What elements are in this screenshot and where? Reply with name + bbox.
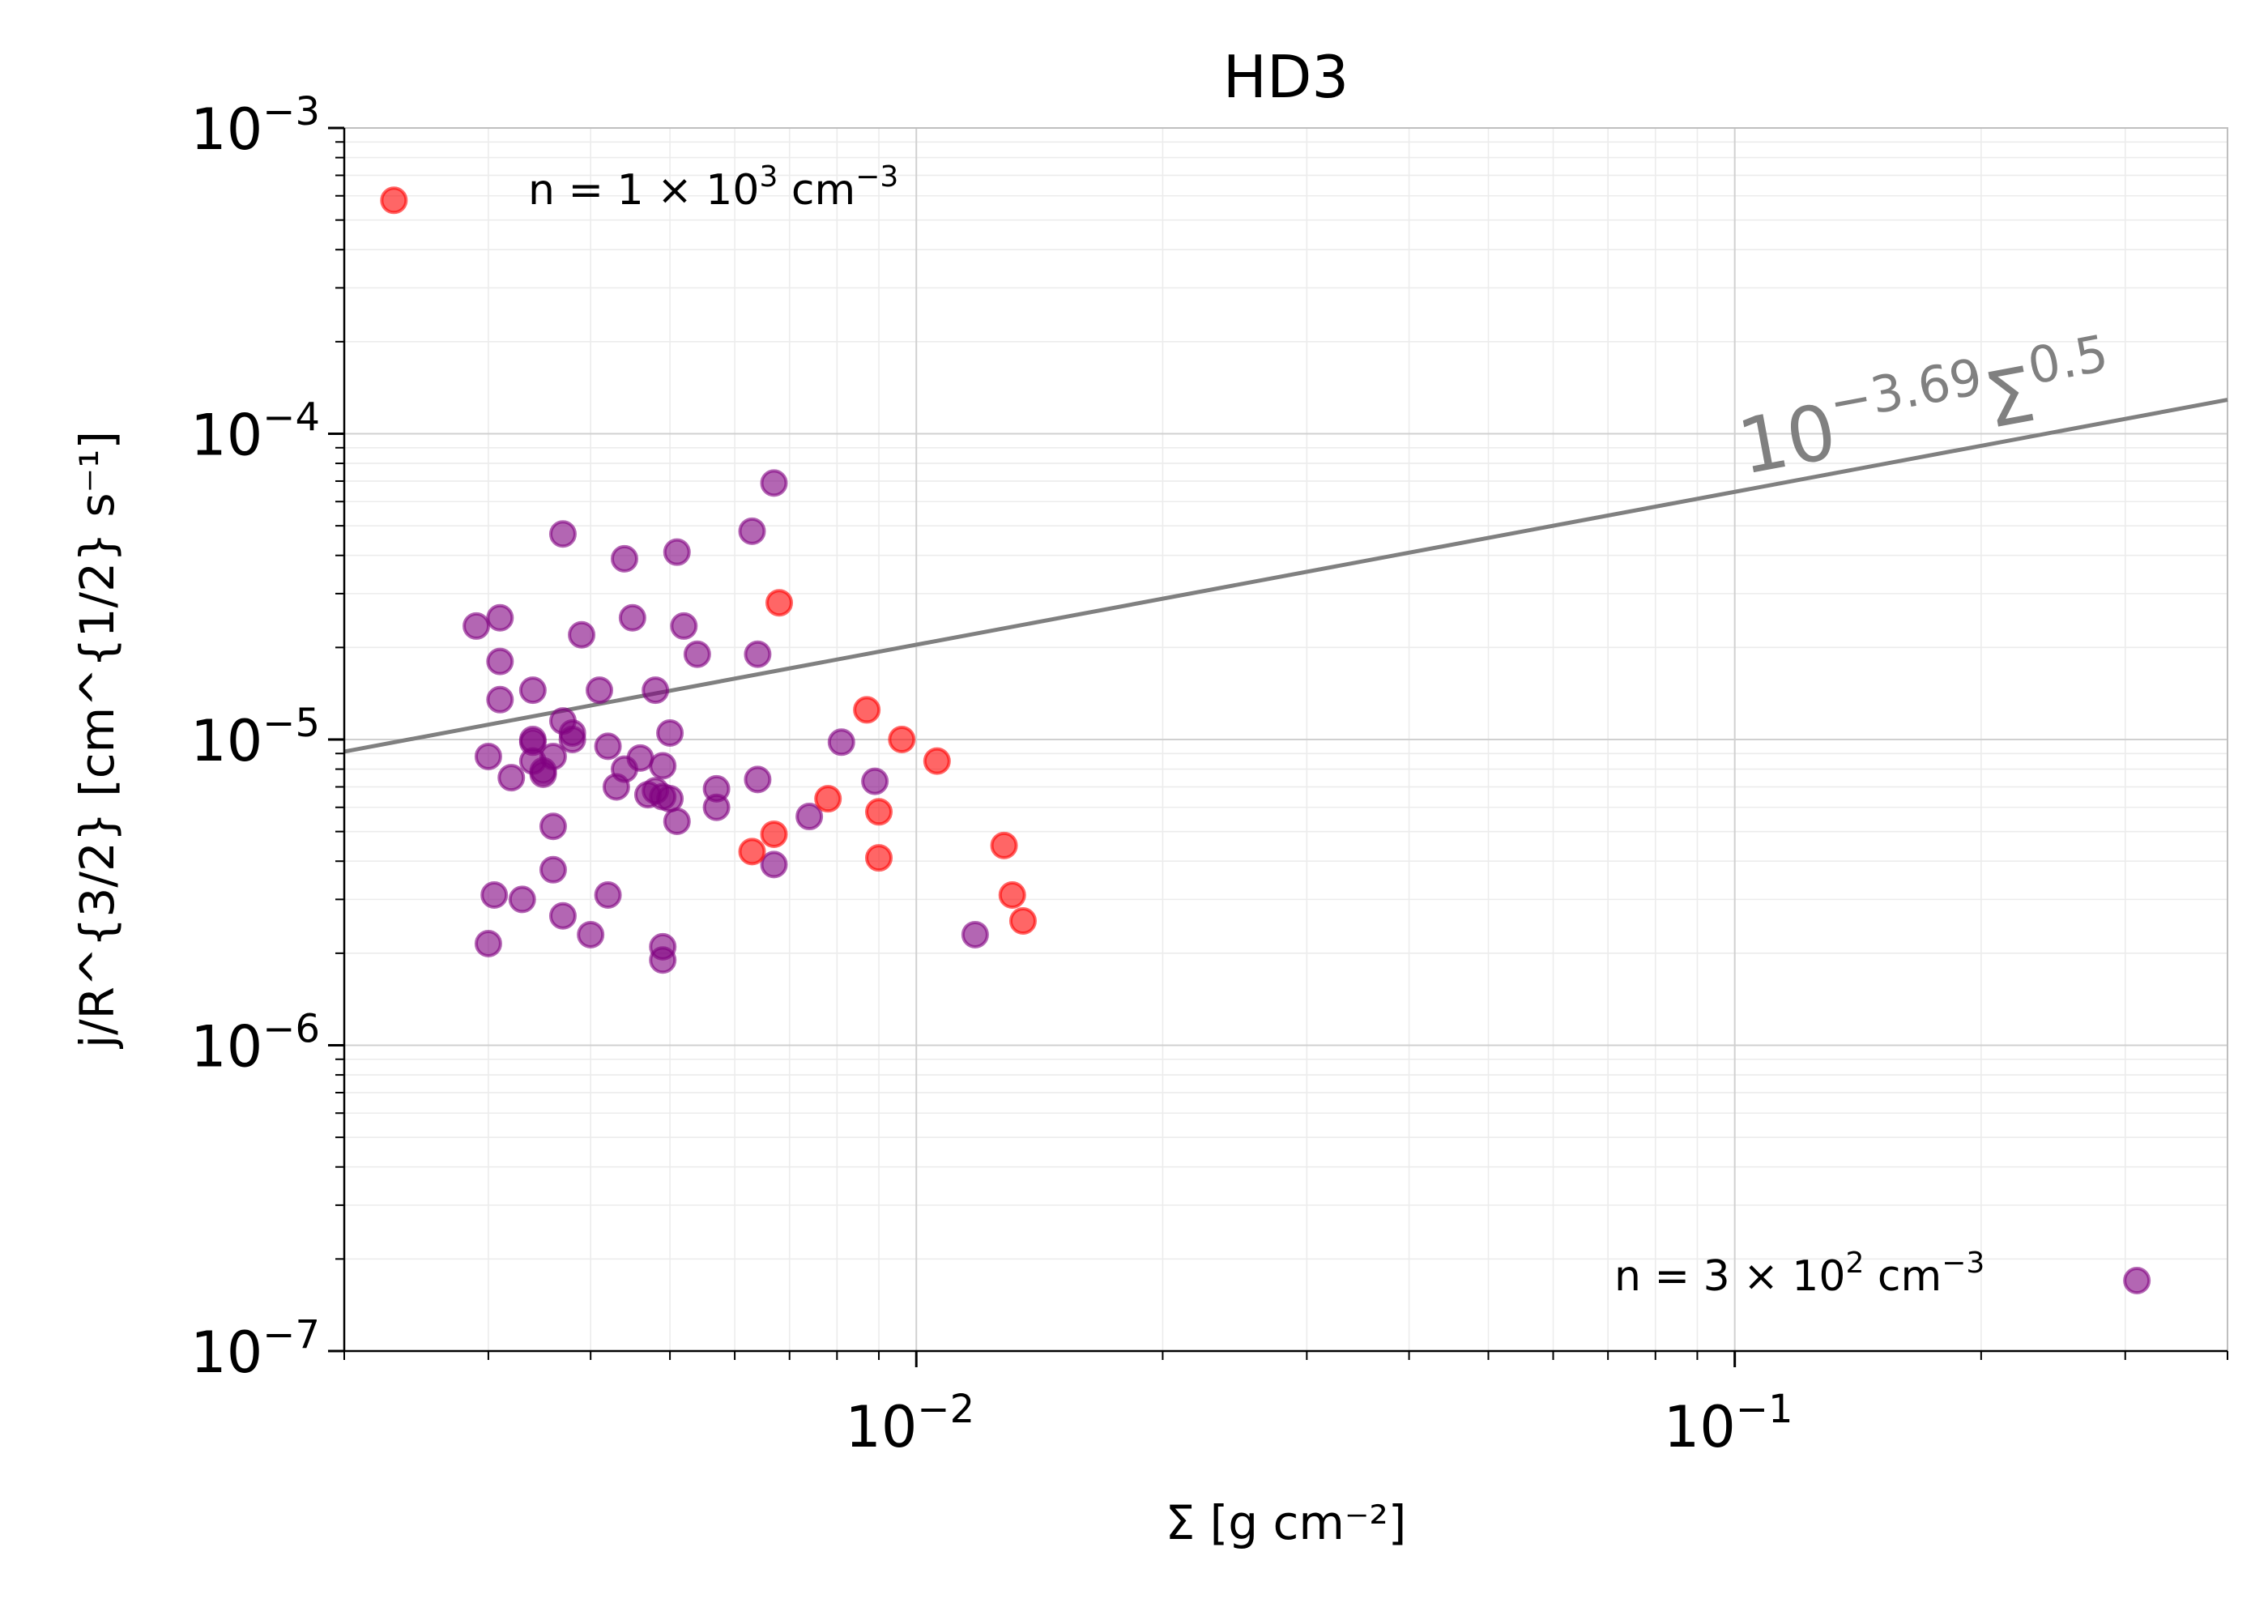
data-point xyxy=(508,885,536,914)
data-point xyxy=(656,785,684,813)
data-point xyxy=(744,765,772,794)
data-point xyxy=(518,676,547,705)
data-point xyxy=(486,685,514,714)
data-point xyxy=(744,640,772,668)
data-point xyxy=(586,676,614,705)
data-point xyxy=(990,831,1018,859)
data-point xyxy=(738,517,766,545)
data-point xyxy=(738,838,766,866)
fit-line-label: 10−3.69Σ0.5 xyxy=(1729,323,2121,492)
data-point xyxy=(474,742,502,770)
fit-line xyxy=(343,398,2228,754)
y-axis-label: j/R^{3/2} [cm^{1/2} s⁻¹] xyxy=(70,431,125,1050)
data-point xyxy=(486,603,514,632)
data-point xyxy=(649,932,677,961)
data-point xyxy=(663,538,691,566)
axes xyxy=(328,126,2228,1367)
data-point xyxy=(594,881,622,910)
y-tick-label: 10−4 xyxy=(190,395,320,469)
data-point xyxy=(865,798,893,826)
data-point xyxy=(760,469,788,497)
data-point xyxy=(683,640,711,668)
data-point xyxy=(865,844,893,872)
data-point xyxy=(474,930,502,958)
data-point xyxy=(656,719,684,748)
x-tick-label: 10−1 xyxy=(1664,1387,1793,1460)
data-points xyxy=(380,186,2151,1295)
data-point xyxy=(853,696,881,724)
data-point xyxy=(539,742,567,770)
data-point xyxy=(594,732,622,761)
data-point xyxy=(702,793,731,821)
data-point xyxy=(618,603,646,632)
chart-title: HD3 xyxy=(1223,43,1349,111)
y-axis-label-text: j/R^{3/2} [cm^{1/2} s⁻¹] xyxy=(70,431,125,1050)
data-point xyxy=(2123,1267,2151,1295)
data-point xyxy=(861,767,889,795)
data-point xyxy=(663,808,691,836)
data-point xyxy=(649,752,677,780)
data-point xyxy=(1008,907,1037,936)
y-tick-label: 10−3 xyxy=(190,89,320,163)
data-point xyxy=(626,744,654,772)
y-tick-label: 10−7 xyxy=(190,1312,320,1386)
data-point xyxy=(380,186,408,215)
data-point xyxy=(480,881,509,910)
data-point xyxy=(923,747,951,775)
data-point xyxy=(795,803,824,831)
data-point xyxy=(568,620,596,649)
data-point xyxy=(888,726,916,753)
data-point xyxy=(558,726,586,753)
legend-entry-label: n = 3 × 102 cm−3 xyxy=(1614,1247,1985,1301)
data-point xyxy=(998,881,1026,910)
data-point xyxy=(539,812,567,841)
data-point xyxy=(827,728,855,757)
x-tick-label: 10−2 xyxy=(845,1387,974,1460)
data-point xyxy=(577,920,605,948)
data-point xyxy=(610,544,638,573)
data-point xyxy=(642,676,670,705)
data-point xyxy=(486,647,514,676)
data-point xyxy=(814,785,842,813)
data-point xyxy=(463,612,491,640)
data-point xyxy=(548,520,577,548)
data-point xyxy=(760,850,788,879)
data-point xyxy=(961,920,989,948)
data-point xyxy=(760,820,788,848)
data-point xyxy=(765,589,794,617)
fit-line-group: 10−3.69Σ0.5 xyxy=(343,323,2228,754)
legend-entry-label: n = 1 × 103 cm−3 xyxy=(528,160,898,215)
data-point xyxy=(548,902,577,930)
data-point xyxy=(539,855,567,884)
data-point xyxy=(497,764,526,792)
data-point xyxy=(670,612,698,640)
x-axis-label: Σ [g cm⁻²] xyxy=(1166,1495,1407,1550)
x-axis-label-text: Σ [g cm⁻²] xyxy=(1166,1495,1407,1550)
legend: n = 1 × 103 cm−3 n = 3 × 102 cm−3 xyxy=(528,160,1985,1301)
y-tick-label: 10−5 xyxy=(190,701,320,774)
y-tick-label: 10−6 xyxy=(190,1007,320,1081)
tick-labels: 10−2 10−1 10−3 10−4 10−5 10−6 10−7 xyxy=(190,89,1793,1460)
